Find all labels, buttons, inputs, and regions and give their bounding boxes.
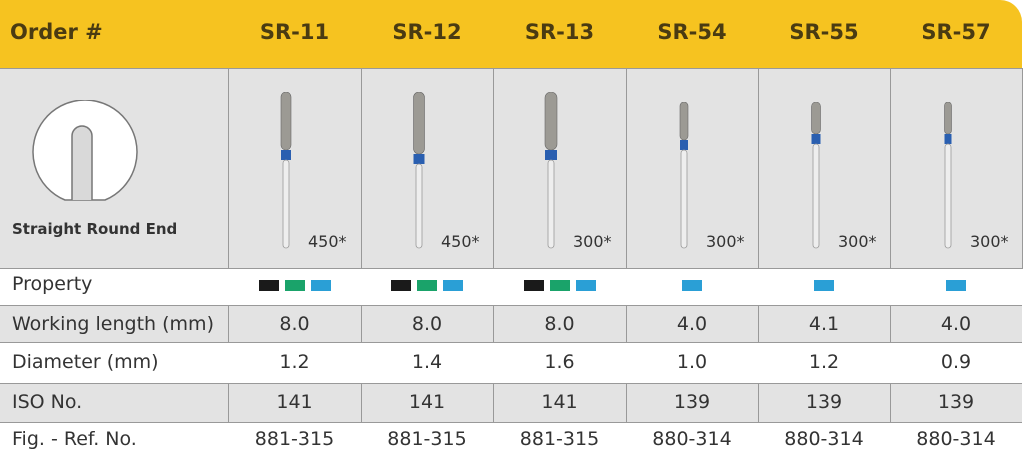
- shape-icon: [32, 100, 138, 201]
- column-header: SR-12: [392, 20, 462, 44]
- column-divider: [228, 305, 229, 343]
- row-band: [0, 305, 1022, 343]
- column-divider: [1022, 68, 1023, 269]
- bur-image: [679, 102, 689, 249]
- column-divider: [361, 68, 362, 269]
- row-band: [0, 383, 1022, 423]
- bur-label: 450*: [441, 232, 480, 251]
- property-swatch: [946, 280, 966, 291]
- cell-value: 4.0: [940, 313, 972, 335]
- column-divider: [361, 383, 362, 423]
- row-label: ISO No.: [12, 391, 83, 413]
- column-divider: [493, 305, 494, 343]
- property-swatch: [258, 280, 279, 291]
- cell-value: 141: [276, 391, 313, 413]
- property-swatch: [814, 280, 834, 291]
- column-divider: [758, 68, 759, 269]
- bur-image: [544, 92, 558, 249]
- cell-value: 141: [408, 391, 446, 413]
- cell-value: 1.2: [279, 351, 310, 373]
- column-divider: [758, 383, 759, 423]
- column-divider: [228, 68, 229, 269]
- row-label: Diameter (mm): [12, 351, 159, 373]
- cell-value: 141: [541, 391, 578, 413]
- column-header: SR-54: [657, 20, 727, 44]
- cell-value: 881-315: [519, 428, 600, 450]
- column-divider: [890, 305, 891, 343]
- column-divider: [758, 305, 759, 343]
- bur-label: 300*: [838, 232, 877, 251]
- property-swatch: [284, 280, 305, 291]
- bur-label: 300*: [706, 232, 745, 251]
- property-swatch: [575, 280, 596, 291]
- cell-value: 1.4: [411, 351, 443, 373]
- column-divider: [361, 305, 362, 343]
- bur-image: [413, 92, 425, 249]
- property-swatch: [417, 280, 437, 291]
- cell-value: 139: [673, 391, 711, 413]
- column-divider: [626, 68, 627, 269]
- cell-value: 8.0: [279, 313, 310, 335]
- cell-value: 8.0: [544, 313, 575, 335]
- column-header: SR-11: [259, 20, 330, 44]
- cell-value: 4.0: [676, 313, 708, 335]
- header-band: [0, 0, 1022, 68]
- cell-value: 1.2: [808, 351, 840, 373]
- bur-image: [280, 92, 292, 249]
- property-swatch: [682, 280, 702, 291]
- row-label: Working length (mm): [12, 313, 214, 335]
- cell-value: 8.0: [411, 313, 443, 335]
- column-header: SR-55: [789, 20, 859, 44]
- property-swatch: [391, 280, 411, 291]
- cell-value: 139: [805, 391, 843, 413]
- property-swatch: [443, 280, 463, 291]
- column-divider: [626, 305, 627, 343]
- row-label: Fig. - Ref. No.: [12, 428, 137, 450]
- column-header: SR-13: [524, 20, 595, 44]
- row-label: Property: [12, 273, 93, 295]
- property-swatch: [310, 280, 331, 291]
- cell-value: 881-315: [387, 428, 467, 450]
- cell-value: 1.0: [676, 351, 708, 373]
- column-divider: [626, 383, 627, 423]
- cell-value: 1.6: [544, 351, 575, 373]
- shape-caption: Straight Round End: [12, 220, 178, 238]
- bur-label: 300*: [573, 232, 612, 251]
- bur-label: 300*: [970, 232, 1009, 251]
- column-divider: [890, 68, 891, 269]
- cell-value: 4.1: [808, 313, 840, 335]
- cell-value: 0.9: [940, 351, 972, 373]
- property-swatch: [549, 280, 570, 291]
- property-swatch: [523, 280, 544, 291]
- column-divider: [228, 383, 229, 423]
- cell-value: 880-314: [652, 428, 732, 450]
- bur-image: [944, 102, 952, 249]
- header-title: Order #: [10, 20, 103, 44]
- column-header: SR-57: [921, 20, 991, 44]
- column-divider: [493, 68, 494, 269]
- bur-label: 450*: [308, 232, 347, 251]
- cell-value: 881-315: [254, 428, 335, 450]
- image-row: [0, 68, 1022, 269]
- column-divider: [493, 383, 494, 423]
- cell-value: 139: [937, 391, 975, 413]
- cell-value: 880-314: [916, 428, 996, 450]
- bur-image: [811, 102, 821, 249]
- column-divider: [890, 383, 891, 423]
- cell-value: 880-314: [784, 428, 864, 450]
